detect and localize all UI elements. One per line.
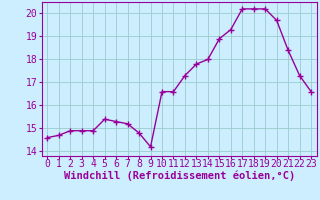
X-axis label: Windchill (Refroidissement éolien,°C): Windchill (Refroidissement éolien,°C): [64, 170, 295, 181]
